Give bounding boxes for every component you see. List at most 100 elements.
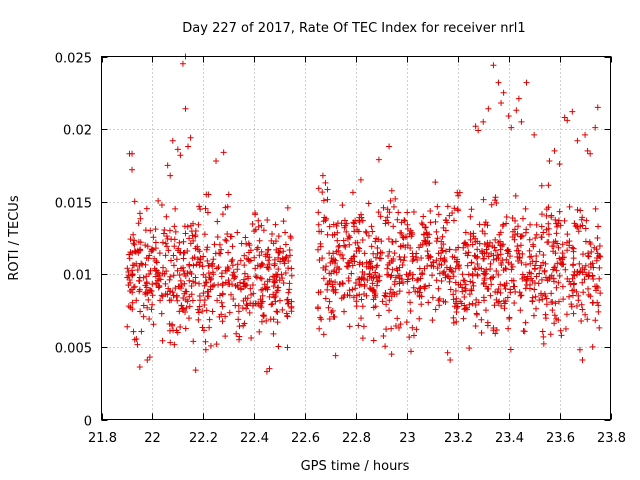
data-point <box>272 221 279 228</box>
data-point <box>219 211 226 218</box>
data-point <box>451 205 458 212</box>
data-point <box>410 208 417 215</box>
data-point <box>476 240 483 247</box>
data-point <box>264 251 271 258</box>
data-point <box>392 322 399 329</box>
data-point <box>128 267 135 274</box>
data-point <box>328 278 335 285</box>
data-point <box>282 254 289 261</box>
data-point <box>406 289 413 296</box>
data-point <box>577 268 584 275</box>
data-point <box>440 241 447 248</box>
data-point <box>186 315 193 322</box>
data-point <box>186 293 193 300</box>
data-point <box>264 217 271 224</box>
data-point <box>147 267 154 274</box>
data-point <box>255 217 262 224</box>
data-point <box>193 261 200 268</box>
data-point <box>545 231 552 238</box>
data-point <box>314 304 321 311</box>
data-point <box>338 295 345 302</box>
data-point <box>346 323 353 330</box>
data-point <box>585 273 592 280</box>
data-point <box>538 276 545 283</box>
data-point <box>433 257 440 264</box>
data-point <box>202 279 209 286</box>
x-tick-label: 23.2 <box>444 431 473 446</box>
data-point <box>574 223 581 230</box>
data-point <box>474 253 481 260</box>
data-point <box>135 220 142 227</box>
data-point <box>480 118 487 125</box>
data-point <box>199 308 206 315</box>
data-point <box>171 341 178 348</box>
data-point <box>450 296 457 303</box>
data-point <box>316 228 323 235</box>
data-point <box>167 339 174 346</box>
data-point <box>186 303 193 310</box>
data-point <box>136 210 143 217</box>
data-point <box>502 285 509 292</box>
data-point <box>469 279 476 286</box>
data-point <box>256 328 263 335</box>
data-point <box>568 301 575 308</box>
data-point <box>553 315 560 322</box>
data-point <box>584 316 591 323</box>
data-point <box>394 315 401 322</box>
data-point <box>466 301 473 308</box>
data-point <box>469 272 476 279</box>
data-point <box>559 261 566 268</box>
data-point <box>413 277 420 284</box>
data-point <box>396 280 403 287</box>
data-point <box>490 324 497 331</box>
data-point <box>576 346 583 353</box>
data-point <box>150 321 157 328</box>
data-point <box>164 162 171 169</box>
data-point <box>153 267 160 274</box>
data-point <box>478 329 485 336</box>
data-point <box>345 232 352 239</box>
data-point <box>476 221 483 228</box>
data-point <box>271 273 278 280</box>
data-point <box>349 286 356 293</box>
data-point <box>387 274 394 281</box>
data-point <box>225 281 232 288</box>
data-point <box>339 280 346 287</box>
data-point <box>317 243 324 250</box>
data-point <box>446 212 453 219</box>
data-point <box>521 274 528 281</box>
data-point <box>473 311 480 318</box>
data-point <box>241 283 248 290</box>
data-point <box>381 292 388 299</box>
data-point <box>253 274 260 281</box>
data-point <box>491 302 498 309</box>
x-tick-label: 22.8 <box>342 431 371 446</box>
data-point <box>206 316 213 323</box>
data-point <box>365 232 372 239</box>
data-point <box>189 232 196 239</box>
data-point <box>421 224 428 231</box>
data-point <box>251 209 258 216</box>
data-point <box>222 313 229 320</box>
data-point <box>142 261 149 268</box>
data-point <box>592 205 599 212</box>
data-point <box>540 333 547 340</box>
data-point <box>442 216 449 223</box>
data-point <box>248 335 255 342</box>
data-point <box>395 209 402 216</box>
data-point <box>196 262 203 269</box>
data-point <box>229 256 236 263</box>
data-point <box>143 205 150 212</box>
data-point <box>508 124 515 131</box>
data-point <box>192 279 199 286</box>
data-point <box>324 286 331 293</box>
data-point <box>548 212 555 219</box>
data-point <box>356 219 363 226</box>
data-point <box>350 253 357 260</box>
data-point <box>214 297 221 304</box>
data-point <box>540 229 547 236</box>
data-point <box>542 260 549 267</box>
data-point <box>400 257 407 264</box>
data-point <box>228 258 235 265</box>
data-point <box>427 254 434 261</box>
